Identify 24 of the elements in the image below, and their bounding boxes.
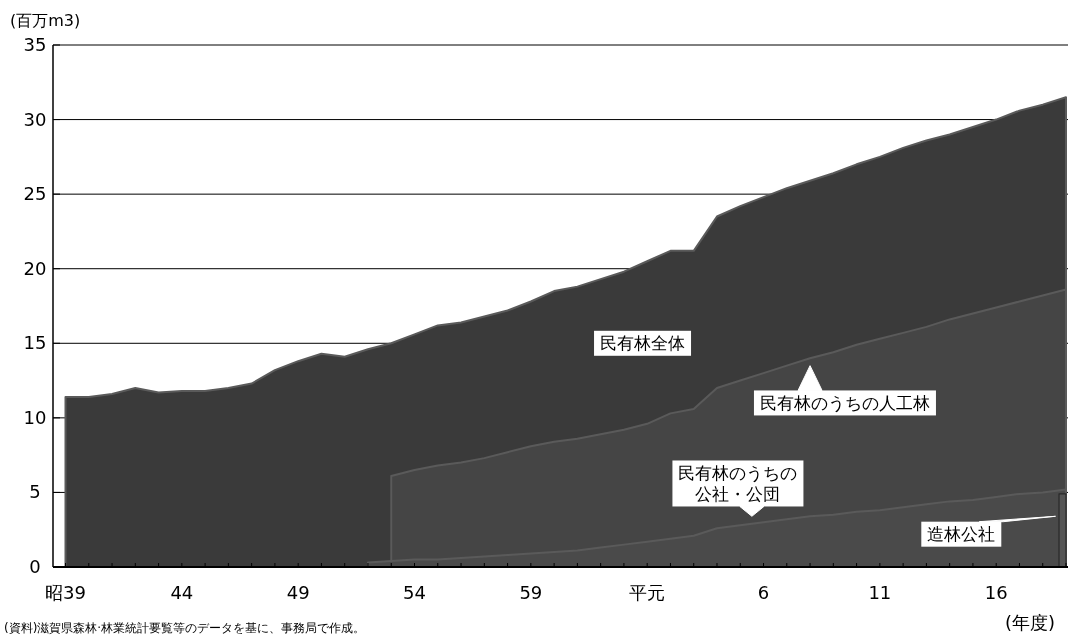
text: (資料)滋賀県森林·林業統計要覧等のデータを基に、事務局で作成。	[4, 621, 366, 635]
y-tick-label: 0	[29, 556, 41, 577]
x-tick-label: 16	[984, 582, 1008, 603]
y-tick-label: 20	[23, 257, 47, 279]
y-axis-title: (百万m3)	[10, 11, 81, 30]
series-label: 民有林のうちの人工林	[759, 392, 930, 413]
y-tick-label: 35	[23, 34, 47, 55]
series-label: 民有林のうちの公社・公団	[678, 462, 798, 504]
x-tick-label: 昭39	[45, 582, 86, 603]
x-tick-label: 59	[519, 582, 543, 603]
x-tick-label: 44	[170, 582, 194, 603]
y-tick-label: 15	[23, 332, 47, 354]
y-tick-label: 10	[23, 406, 47, 428]
x-tick-label: 49	[286, 582, 310, 603]
x-tick-label: 6	[757, 582, 770, 603]
y-tick-label: 25	[23, 183, 47, 205]
text: 造林公社	[927, 524, 996, 545]
x-axis-title: (年度)	[1004, 612, 1056, 633]
y-tick-label: 5	[29, 481, 41, 503]
x-tick-label: 平元	[629, 582, 666, 603]
y-tick-label: 30	[23, 108, 47, 130]
series-label: 民有林全体	[600, 333, 686, 354]
x-tick-label: 11	[868, 582, 892, 603]
x-tick-label: 54	[403, 582, 426, 603]
